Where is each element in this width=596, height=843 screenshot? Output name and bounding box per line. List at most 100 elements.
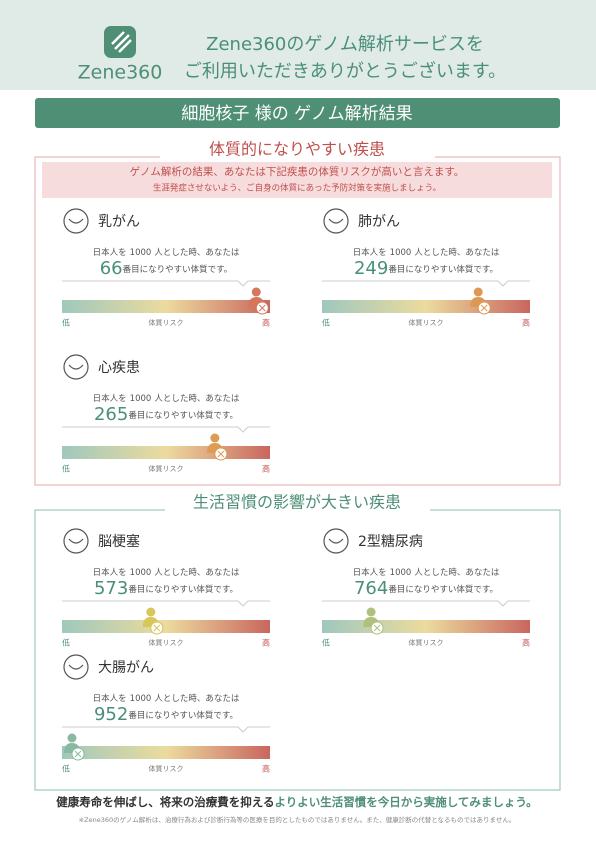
scale-high: 高 <box>262 318 270 328</box>
scale-high: 高 <box>522 318 530 328</box>
section-box <box>34 156 561 486</box>
risk-bar <box>62 620 270 633</box>
rank-suffix: 番目になりやすい体質です。 <box>123 264 233 275</box>
intro: 日本人を 1000 人とした時、あなたは <box>353 247 500 258</box>
intro-after: 人とした時、あなたは <box>154 394 240 404</box>
intro-before: 日本人を <box>93 393 127 404</box>
banner-bg <box>35 98 560 128</box>
section-title: 生活習慣の影響が大きい疾患 <box>193 493 401 512</box>
marker-head <box>473 287 483 297</box>
scale-high: 高 <box>262 464 270 474</box>
intro: 日本人を 1000 人とした時、あなたは <box>93 693 240 704</box>
bubble-line <box>322 280 530 287</box>
marker-head <box>146 607 156 617</box>
scale-label: 体質リスク <box>409 318 444 327</box>
logo-lines <box>111 31 132 53</box>
scale-low: 低 <box>322 318 330 328</box>
title-bg <box>165 493 430 513</box>
rank-line: 952番目になりやすい体質です。 <box>94 704 238 725</box>
footer-highlight: よりよい生活習慣を今日から実施してみましょう。 <box>274 795 537 809</box>
population: 1000 <box>130 568 152 578</box>
disease-icon <box>63 208 89 234</box>
rank-suffix: 番目になりやすい体質です。 <box>128 710 238 721</box>
rank-suffix: 番目になりやすい体質です。 <box>388 264 498 275</box>
scale-label: 体質リスク <box>149 638 184 647</box>
intro: 日本人を 1000 人とした時、あなたは <box>93 247 240 258</box>
disease-icon <box>63 354 89 380</box>
rank-suffix: 番目になりやすい体質です。 <box>388 584 498 595</box>
bubble-line <box>62 426 270 433</box>
message-line: ご利用いただきありがとうございます。 <box>184 60 506 82</box>
intro: 日本人を 1000 人とした時、あなたは <box>93 393 240 404</box>
risk-marker <box>63 733 85 761</box>
bubble-line <box>322 600 530 607</box>
risk-bar <box>62 746 270 759</box>
intro-after: 人とした時、あなたは <box>414 568 500 578</box>
population: 1000 <box>130 248 152 258</box>
scale-low: 低 <box>62 764 70 774</box>
section-title: 体質的になりやすい疾患 <box>209 140 385 159</box>
scale-low: 低 <box>62 464 70 474</box>
scale-high: 高 <box>262 764 270 774</box>
rank-line: 573番目になりやすい体質です。 <box>94 578 238 599</box>
disease-name: 乳がん <box>98 214 140 230</box>
risk-bar <box>62 446 270 459</box>
population: 1000 <box>390 248 412 258</box>
risk-marker <box>142 607 164 635</box>
header-bg <box>0 0 596 90</box>
marker-head <box>210 433 220 443</box>
bubble-line <box>62 280 270 287</box>
disease-name: 肺がん <box>358 214 400 230</box>
intro: 日本人を 1000 人とした時、あなたは <box>93 567 240 578</box>
marker-dna <box>217 450 225 458</box>
scale-label: 体質リスク <box>409 638 444 647</box>
disclaimer: ※Zene360のゲノム解析は、治療行為および診断行為等の医療を目的としたもので… <box>79 815 516 824</box>
disease-name: 脳梗塞 <box>98 533 140 550</box>
scale-low: 低 <box>62 318 70 328</box>
intro-after: 人とした時、あなたは <box>154 248 240 258</box>
rank: 573 <box>94 578 128 599</box>
marker-head <box>251 287 261 297</box>
population: 1000 <box>130 694 152 704</box>
rank: 66 <box>100 258 123 279</box>
disease-name: 心疾患 <box>98 360 140 376</box>
disease-icon <box>68 538 84 544</box>
marker-dna <box>373 624 381 632</box>
risk-marker <box>470 287 491 315</box>
risk-marker <box>363 607 384 635</box>
population: 1000 <box>130 394 152 404</box>
message-line: Zene360のゲノム解析サービスを <box>206 34 484 55</box>
rank-line: 66番目になりやすい体質です。 <box>100 258 233 279</box>
banner: 細胞核子 様の ゲノム解析結果 <box>181 104 412 124</box>
notice: 生涯発症させないよう、ご自身の体質にあった予防対策を実施しましょう。 <box>153 183 441 194</box>
disease-icon <box>68 364 84 370</box>
intro-after: 人とした時、あなたは <box>414 248 500 258</box>
bubble-line <box>62 600 270 607</box>
notice: ゲノム解析の結果、あなたは下記疾患の体質リスクが高いと言えます。 <box>130 165 465 178</box>
intro-before: 日本人を <box>353 247 387 258</box>
scale-label: 体質リスク <box>149 318 184 327</box>
disease-icon <box>328 218 344 224</box>
rank: 249 <box>354 258 388 279</box>
footer-plain: 健康寿命を伸ばし、将来の治療費を抑える <box>56 795 274 809</box>
disease-icon <box>68 218 84 224</box>
marker-dna <box>258 304 266 312</box>
rank-line: 265番目になりやすい体質です。 <box>94 404 238 425</box>
bubble-line <box>62 726 270 733</box>
rank-line: 764番目になりやすい体質です。 <box>354 578 498 599</box>
disease-icon <box>63 654 89 680</box>
scale-low: 低 <box>62 638 70 648</box>
marker-head <box>366 607 376 617</box>
population: 1000 <box>390 568 412 578</box>
risk-marker <box>206 433 228 461</box>
rank-suffix: 番目になりやすい体質です。 <box>128 584 238 595</box>
disease-icon <box>323 528 349 554</box>
disease-name: 2型糖尿病 <box>358 534 423 550</box>
scale-label: 体質リスク <box>149 464 184 473</box>
intro-after: 人とした時、あなたは <box>154 694 240 704</box>
intro-after: 人とした時、あなたは <box>154 568 240 578</box>
scale-high: 高 <box>522 638 530 648</box>
disease-name: 大腸がん <box>98 660 154 676</box>
disease-icon <box>323 208 349 234</box>
